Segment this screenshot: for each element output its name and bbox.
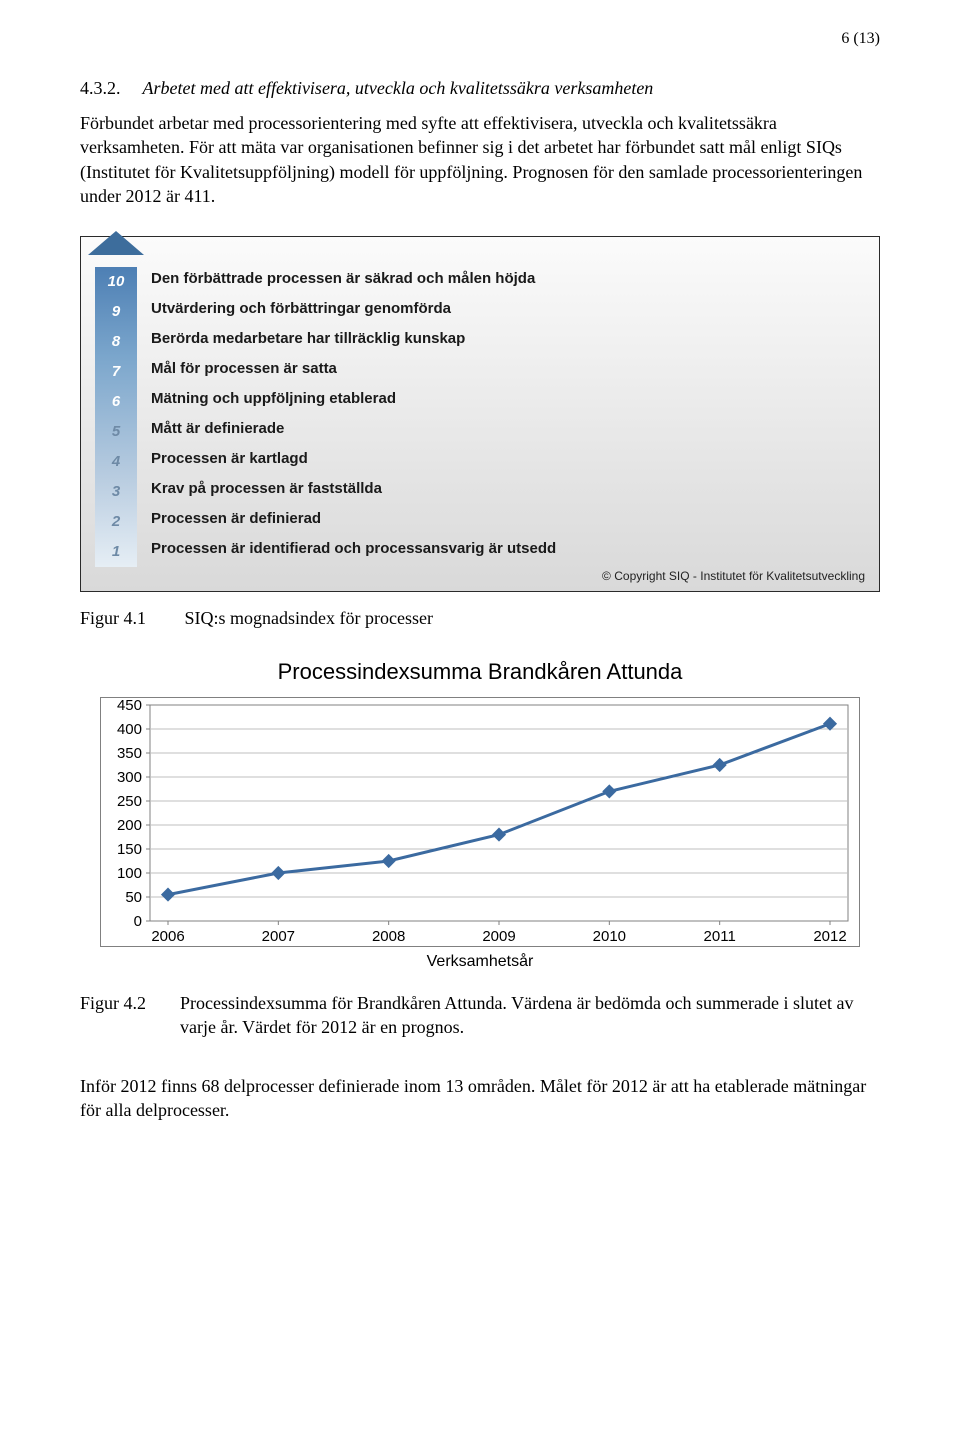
maturity-level-number: 10: [95, 273, 137, 290]
figure-4-1-label: Figur 4.1: [80, 608, 180, 629]
maturity-level-label: Den förbättrade processen är säkrad och …: [151, 263, 865, 293]
maturity-level-label: Berörda medarbetare har tillräcklig kuns…: [151, 323, 865, 353]
maturity-level-label: Krav på processen är fastställda: [151, 473, 865, 503]
maturity-copyright: © Copyright SIQ - Institutet för Kvalite…: [95, 569, 865, 583]
line-chart-svg: 0 50 100 150 200 250 300 350 400 450 2006 2007 2008 2…: [100, 697, 860, 947]
maturity-level-label: Mål för processen är satta: [151, 353, 865, 383]
section-heading: 4.3.2. Arbetet med att effektivisera, ut…: [80, 78, 880, 99]
chart-title: Processindexsumma Brandkåren Attunda: [80, 659, 880, 685]
maturity-level-number: 3: [95, 483, 137, 500]
maturity-level-label: Processen är definierad: [151, 503, 865, 533]
figure-4-2-label: Figur 4.2: [80, 991, 180, 1040]
svg-text:150: 150: [117, 841, 142, 858]
svg-text:0: 0: [134, 913, 142, 930]
maturity-levels: Den förbättrade processen är säkrad och …: [151, 255, 865, 567]
maturity-level-number: 1: [95, 543, 137, 560]
maturity-index-figure: 10 9 8 7 6 5 4 3 2 1 Den förbättrade processen är…: [80, 236, 880, 592]
svg-text:400: 400: [117, 721, 142, 738]
svg-text:350: 350: [117, 745, 142, 762]
body-paragraph: Förbundet arbetar med processorientering…: [80, 111, 880, 208]
svg-text:2011: 2011: [704, 928, 736, 945]
maturity-level-label: Processen är identifierad och processans…: [151, 533, 865, 563]
svg-text:100: 100: [117, 865, 142, 882]
svg-text:2010: 2010: [593, 928, 626, 945]
svg-text:300: 300: [117, 769, 142, 786]
maturity-level-number: 2: [95, 513, 137, 530]
svg-text:200: 200: [117, 817, 142, 834]
section-number: 4.3.2.: [80, 78, 138, 99]
section-title: Arbetet med att effektivisera, utveckla …: [143, 78, 654, 98]
maturity-level-number: 7: [95, 363, 137, 380]
svg-text:250: 250: [117, 793, 142, 810]
svg-text:2006: 2006: [151, 928, 184, 945]
figure-4-2-text: Processindexsumma för Brandkåren Attunda…: [180, 991, 880, 1040]
x-axis-title: Verksamhetsår: [80, 953, 880, 971]
svg-text:2012: 2012: [813, 928, 846, 945]
maturity-level-label: Mått är definierade: [151, 413, 865, 443]
line-chart: 0 50 100 150 200 250 300 350 400 450 2006 2007 2008 2…: [100, 697, 860, 947]
arrow-up-icon: [88, 231, 144, 255]
page-number: 6 (13): [841, 30, 880, 48]
svg-text:50: 50: [125, 889, 142, 906]
maturity-level-number: 6: [95, 393, 137, 410]
svg-text:2008: 2008: [372, 928, 405, 945]
closing-paragraph: Inför 2012 finns 68 delprocesser definie…: [80, 1074, 880, 1123]
maturity-level-number: 4: [95, 453, 137, 470]
maturity-level-number: 5: [95, 423, 137, 440]
maturity-arrow: 10 9 8 7 6 5 4 3 2 1: [95, 255, 137, 567]
figure-4-1-text: SIQ:s mognadsindex för processer: [185, 608, 433, 628]
svg-text:450: 450: [117, 697, 142, 714]
maturity-level-number: 8: [95, 333, 137, 350]
svg-text:2009: 2009: [482, 928, 515, 945]
figure-4-2-caption: Figur 4.2 Processindexsumma för Brandkår…: [80, 991, 880, 1040]
maturity-level-label: Processen är kartlagd: [151, 443, 865, 473]
maturity-level-number: 9: [95, 303, 137, 320]
svg-text:2007: 2007: [262, 928, 295, 945]
maturity-level-label: Utvärdering och förbättringar genomförda: [151, 293, 865, 323]
maturity-level-label: Mätning och uppföljning etablerad: [151, 383, 865, 413]
figure-4-1-caption: Figur 4.1 SIQ:s mognadsindex för process…: [80, 608, 880, 629]
